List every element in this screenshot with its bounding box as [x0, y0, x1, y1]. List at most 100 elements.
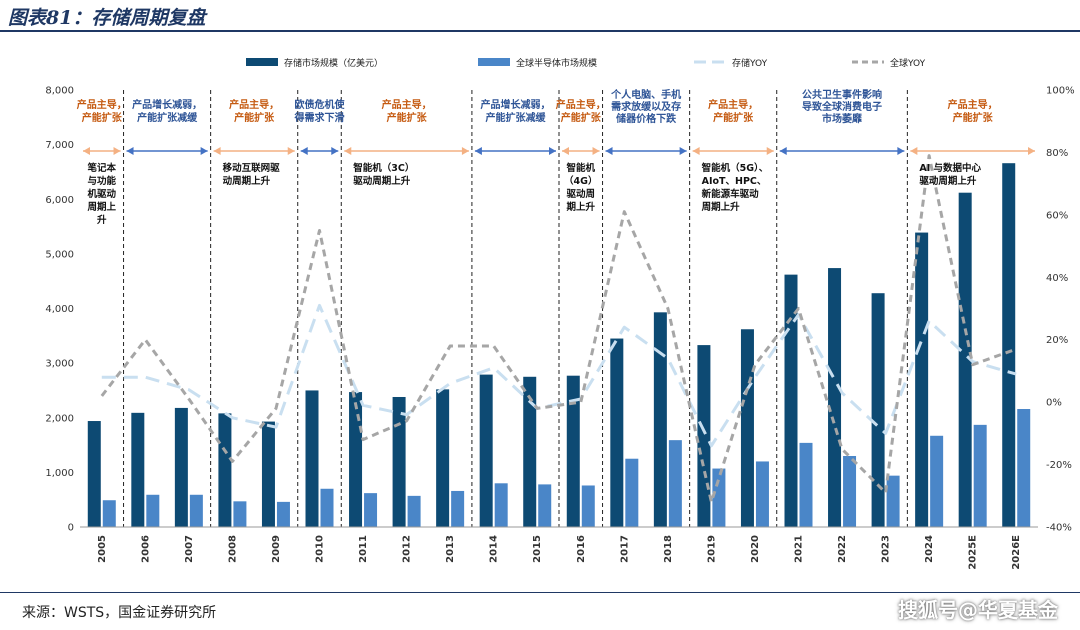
phase-2: 产品增长减弱，产能扩张减缓 [126, 98, 208, 155]
global-semi-bar [712, 468, 726, 527]
global-semi-bar [451, 490, 465, 527]
phase-driver-note: 移动互联网驱 [223, 162, 281, 174]
storage-market-bar [697, 345, 711, 527]
phase-arrowhead [344, 147, 352, 155]
legend-label: 全球半导体市场规模 [516, 57, 597, 69]
phase-arrowhead [461, 147, 469, 155]
y-left-tick-label: 3,000 [45, 359, 74, 370]
legend-item: 全球YOY [852, 57, 926, 69]
x-tick-label: 2011 [358, 535, 369, 563]
storage-market-bar [436, 389, 450, 527]
phase-driver-note: 新能源车驱动 [702, 188, 760, 200]
global-semi-bar [276, 501, 290, 527]
phase-label: 产能扩张减缓 [485, 111, 546, 124]
phase-arrowhead [692, 147, 700, 155]
phase-arrowhead [766, 147, 774, 155]
global-yoy-line [100, 154, 1017, 504]
phase-annotations: 产品主导，产能扩张笔记本与功能机驱动周期上升产品增长减弱，产能扩张减缓产品主导，… [77, 88, 1035, 226]
legend-swatch [478, 58, 510, 66]
global-semi-bar [102, 500, 116, 527]
phase-driver-note: 驱动周期上升 [919, 175, 977, 187]
phase-arrowhead [779, 147, 787, 155]
global-semi-bar [146, 494, 160, 527]
storage-market-bar [479, 374, 493, 527]
phase-label: 产能扩张 [234, 111, 275, 124]
phase-label: 公共卫生事件影响 [802, 88, 882, 101]
global-semi-bar [799, 442, 813, 527]
footer-rule [0, 592, 1080, 593]
y-right-tick-label: 60% [1046, 210, 1068, 221]
phase-arrowhead [910, 147, 918, 155]
x-tick-label: 2010 [315, 535, 326, 563]
phase-driver-note: 智能机（5G）、 [702, 162, 769, 174]
legend-item: 存储市场规模（亿美元） [246, 57, 383, 69]
phase-driver-note: AIoT、HPC、 [702, 176, 767, 187]
global-semi-bar [668, 440, 682, 527]
global-semi-bar [494, 483, 508, 527]
x-tick-label: 2017 [619, 535, 630, 563]
phase-driver-note: 智能机 [567, 162, 596, 174]
y-left-tick-label: 0 [68, 523, 74, 534]
y-right-tick-label: 0% [1046, 398, 1062, 409]
phase-label: 产能扩张 [713, 111, 754, 124]
phase-arrowhead [549, 147, 556, 155]
phase-label: 市场萎靡 [822, 112, 862, 125]
storage-market-bar [915, 232, 929, 528]
legend-label: 全球YOY [890, 57, 926, 69]
storage-market-bar [566, 375, 580, 527]
phase-label: 产能扩张减缓 [137, 111, 198, 124]
y-left-tick-label: 7,000 [45, 140, 74, 151]
phase-driver-note: 与功能 [88, 175, 117, 187]
phase-arrowhead [897, 147, 905, 155]
phase-label: 产能扩张 [953, 111, 994, 124]
y-left-tick-label: 5,000 [45, 249, 74, 260]
x-tick-label: 2021 [794, 535, 805, 563]
phase-arrowhead [474, 147, 482, 155]
x-tick-label: 2006 [140, 535, 151, 563]
phase-arrowhead [679, 147, 687, 155]
phase-arrowhead [592, 147, 600, 155]
x-tick-label: 2005 [97, 535, 108, 563]
phase-label: 产品主导， [556, 98, 606, 111]
phase-arrowhead [562, 147, 569, 155]
x-tick-label: 2023 [881, 535, 892, 563]
global-semi-bar [407, 495, 421, 527]
storage-market-bar [653, 312, 667, 527]
storage-market-bar [218, 413, 232, 527]
storage-market-bar [871, 293, 885, 527]
global-semi-bar [625, 458, 639, 527]
x-tick-label: 2018 [663, 535, 674, 563]
x-tick-label: 2022 [837, 535, 848, 563]
phase-arrowhead [287, 147, 295, 155]
y-right-tick-label: -20% [1046, 460, 1072, 471]
phase-label: 产品主导， [229, 98, 279, 111]
legend-swatch [246, 58, 278, 66]
figure-title: 图表81：存储周期复盘 [8, 7, 206, 29]
phase-driver-note: AI 与数据中心 [919, 162, 981, 174]
y-left-tick-label: 2,000 [45, 413, 74, 424]
phase-label: 产能扩张 [561, 111, 602, 124]
y-left-tick-label: 8,000 [45, 86, 74, 97]
phase-label: 产品增长减弱， [132, 98, 202, 111]
phase-driver-note: 驱动周期上升 [353, 175, 411, 187]
storage-market-bar [261, 421, 275, 527]
storage-yoy-line [101, 303, 1017, 448]
phase-arrowhead [213, 147, 221, 155]
phase-label: 得需求下滑 [294, 111, 345, 124]
phase-driver-note: （4G） [564, 175, 597, 187]
x-tick-label: 2026E [1011, 535, 1022, 570]
figure-header: 图表81：存储周期复盘 [0, 0, 1080, 32]
global-semi-bar [886, 475, 900, 527]
x-tick-label: 2025E [968, 535, 979, 570]
phase-arrowhead [331, 147, 339, 155]
yoy-lines [100, 154, 1017, 504]
header-rule [0, 30, 1080, 32]
y-left-tick-label: 6,000 [45, 195, 74, 206]
y-right-tick-label: 80% [1046, 148, 1068, 159]
global-semi-bar [233, 501, 247, 527]
x-tick-label: 2020 [750, 535, 761, 563]
